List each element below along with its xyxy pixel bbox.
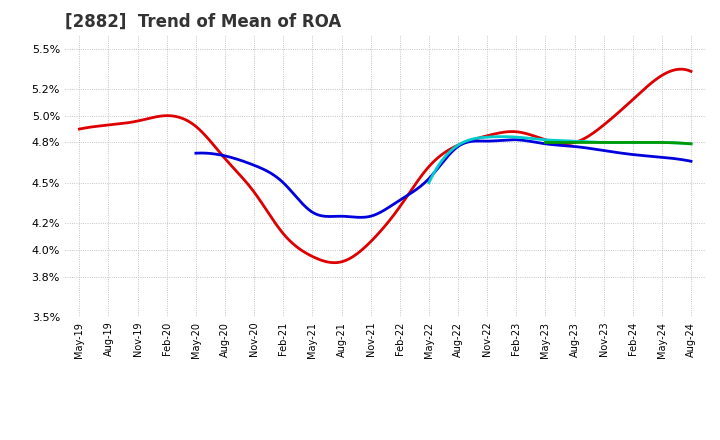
7 Years [687,141,696,147]
5 Years [192,150,200,156]
3 Years [462,139,470,145]
5 Years [389,202,397,207]
10 Years [541,140,550,145]
3 Years [521,131,530,136]
3 Years [148,115,157,120]
3 Years [687,69,696,74]
10 Years [633,140,642,145]
Text: [2882]  Trend of Mean of ROA: [2882] Trend of Mean of ROA [65,13,341,31]
Line: 7 Years: 7 Years [429,137,691,183]
7 Years [425,180,433,185]
7 Years [456,141,464,147]
5 Years [356,215,365,220]
7 Years [529,136,538,141]
7 Years [510,134,519,139]
Line: 10 Years: 10 Years [546,143,691,144]
5 Years [504,137,513,143]
5 Years [687,158,696,164]
5 Years [552,142,560,147]
10 Years [599,140,608,145]
7 Years [590,139,599,145]
3 Years [676,66,685,72]
10 Years [559,140,567,145]
Line: 3 Years: 3 Years [79,69,691,263]
10 Years [687,141,696,147]
3 Years [330,260,338,265]
5 Years [251,163,260,169]
3 Years [274,225,283,231]
Line: 5 Years: 5 Years [196,140,691,217]
10 Years [647,140,656,145]
3 Years [75,126,84,132]
3 Years [318,258,326,263]
7 Years [616,140,624,145]
10 Years [647,140,655,145]
3 Years [518,130,527,136]
5 Years [353,215,361,220]
5 Years [554,143,562,148]
7 Years [498,134,506,139]
5 Years [509,137,518,143]
10 Years [588,140,597,145]
10 Years [647,140,655,145]
7 Years [614,140,623,145]
